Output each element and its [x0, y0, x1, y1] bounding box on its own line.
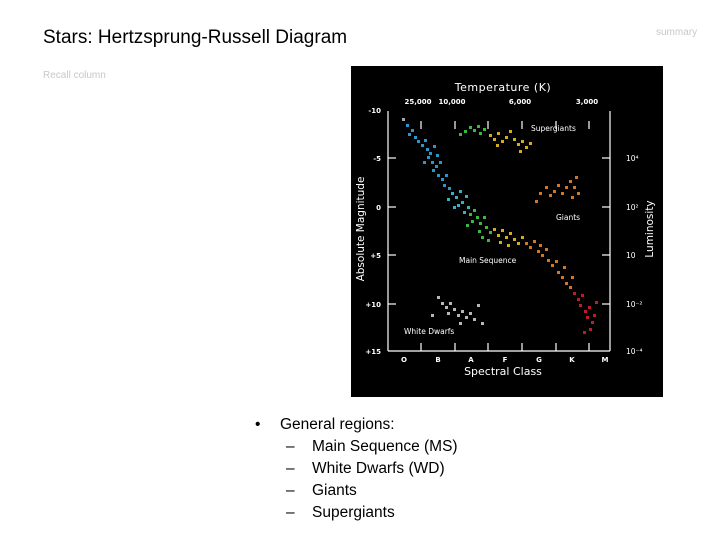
hr-diagram-svg: Temperature (K) Spectral Class Absolute … [355, 81, 656, 378]
svg-text:G: G [536, 356, 542, 364]
svg-text:10,000: 10,000 [438, 98, 465, 106]
svg-text:6,000: 6,000 [509, 98, 531, 106]
magnitude-axis-title: Absolute Magnitude [355, 177, 367, 282]
summary-label: summary [656, 27, 698, 38]
bullet-list: • General regions: – Main Sequence (MS) … [255, 414, 458, 524]
sub-bullet-text: White Dwarfs (WD) [312, 460, 445, 477]
sub-bullet-white-dwarfs: – White Dwarfs (WD) [255, 458, 458, 480]
svg-text:F: F [503, 356, 508, 364]
luminosity-axis-title: Luminosity [644, 200, 656, 257]
svg-text:O: O [401, 356, 407, 364]
bullet-text: General regions: [280, 416, 395, 433]
svg-text:+10: +10 [365, 301, 381, 309]
svg-text:3,000: 3,000 [576, 98, 598, 106]
luminosity-tick-labels: 10⁴ 10² 10 10⁻² 10⁻⁴ [626, 154, 643, 356]
svg-text:-10: -10 [368, 107, 381, 115]
recall-column-label: Recall column [43, 70, 106, 81]
spectral-class-labels: O B A F G K M [401, 356, 608, 364]
giants-label: Giants [556, 213, 580, 222]
svg-text:10²: 10² [626, 203, 639, 212]
svg-text:10⁴: 10⁴ [626, 154, 639, 163]
sub-bullet-giants: – Giants [255, 480, 458, 502]
svg-text:K: K [569, 356, 575, 364]
svg-text:+5: +5 [370, 252, 381, 260]
svg-text:25,000: 25,000 [404, 98, 431, 106]
supergiants-label: Supergiants [531, 124, 576, 133]
temperature-tick-labels: 25,000 10,000 6,000 3,000 [404, 98, 598, 106]
dash-marker: – [286, 504, 295, 521]
main-sequence-label: Main Sequence [459, 256, 517, 265]
magnitude-tick-labels: -10 -5 0 +5 +10 +15 [365, 107, 381, 356]
svg-text:M: M [602, 356, 609, 364]
dash-marker: – [286, 482, 295, 499]
sub-bullet-text: Supergiants [312, 504, 395, 521]
supergiant-stars [459, 125, 532, 153]
svg-text:-5: -5 [373, 155, 381, 163]
svg-text:0: 0 [376, 204, 381, 212]
svg-text:A: A [468, 356, 474, 364]
svg-text:10: 10 [626, 251, 636, 260]
svg-text:10⁻⁴: 10⁻⁴ [626, 347, 643, 356]
sub-bullet-supergiants: – Supergiants [255, 502, 458, 524]
temperature-axis-title: Temperature (K) [454, 81, 551, 94]
dash-marker: – [286, 460, 295, 477]
white-dwarf-stars [431, 296, 484, 325]
dash-marker: – [286, 438, 295, 455]
white-dwarfs-label: White Dwarfs [404, 327, 454, 336]
bullet-general-regions: • General regions: [255, 414, 458, 436]
giant-stars [535, 176, 580, 203]
spectral-axis-title: Spectral Class [464, 365, 542, 378]
sub-bullet-text: Main Sequence (MS) [312, 438, 458, 455]
main-sequence-stars [402, 118, 598, 334]
sub-bullet-main-sequence: – Main Sequence (MS) [255, 436, 458, 458]
plot-frame [387, 111, 611, 352]
slide-title: Stars: Hertzsprung-Russell Diagram [43, 27, 348, 48]
svg-text:B: B [435, 356, 440, 364]
svg-text:10⁻²: 10⁻² [626, 300, 643, 309]
bullet-marker: • [255, 416, 261, 433]
svg-text:+15: +15 [365, 348, 381, 356]
hr-diagram-image: Temperature (K) Spectral Class Absolute … [351, 66, 663, 397]
sub-bullet-text: Giants [312, 482, 357, 499]
